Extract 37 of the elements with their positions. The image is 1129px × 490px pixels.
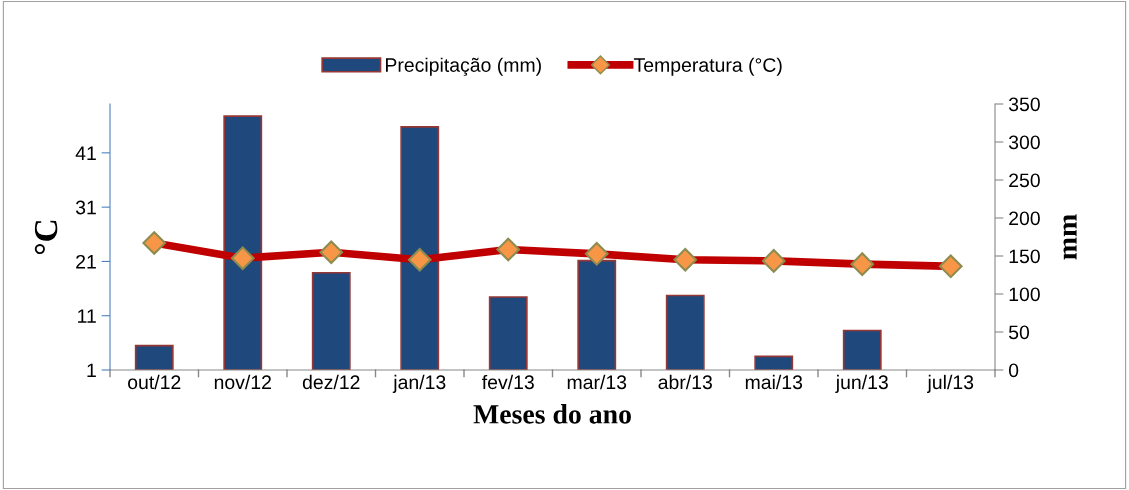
bar xyxy=(311,271,351,370)
bar xyxy=(400,125,440,370)
bar xyxy=(223,115,263,370)
x-axis-title: Meses do ano xyxy=(473,404,631,424)
y-axis-title: °C xyxy=(34,220,58,255)
y-tick-label: 21 xyxy=(76,254,96,269)
x-tick-label: jul/13 xyxy=(927,374,974,393)
x-tick-label: nov/12 xyxy=(214,374,271,390)
y2-tick-label: 100 xyxy=(1009,287,1040,302)
y-tick-label: 41 xyxy=(75,146,96,160)
y2-tick-label: 50 xyxy=(1008,325,1030,340)
legend-label: Temperatura (°C) xyxy=(633,57,782,76)
x-tick-label: mar/13 xyxy=(567,374,627,390)
legend-label: Precipitação (mm) xyxy=(385,57,541,76)
bar xyxy=(134,344,174,370)
y-tick-label: 1 xyxy=(87,363,96,378)
y2-tick-label: 0 xyxy=(1008,363,1019,378)
y-tick-label: 31 xyxy=(75,200,96,215)
y2-tick-label: 350 xyxy=(1008,97,1040,112)
x-tick-label: dez/12 xyxy=(302,374,360,390)
bar xyxy=(577,259,617,370)
bar xyxy=(488,296,528,370)
x-tick-label: mai/13 xyxy=(745,374,803,390)
bar xyxy=(665,294,705,370)
y2-tick-label: 250 xyxy=(1009,173,1040,188)
y2-axis-title: mm xyxy=(1063,214,1077,260)
bar xyxy=(754,355,794,370)
y-tick-label: 11 xyxy=(78,309,96,323)
x-tick-label: abr/13 xyxy=(658,374,712,390)
x-tick-label: fev/13 xyxy=(482,374,534,390)
bar xyxy=(842,329,882,370)
x-tick-label: out/12 xyxy=(128,374,181,390)
y2-tick-label: 300 xyxy=(1008,135,1040,150)
y2-tick-label: 200 xyxy=(1009,211,1040,226)
y2-tick-label: 150 xyxy=(1009,249,1040,264)
x-tick-label: jun/13 xyxy=(835,374,888,393)
x-tick-label: jan/13 xyxy=(392,374,446,393)
